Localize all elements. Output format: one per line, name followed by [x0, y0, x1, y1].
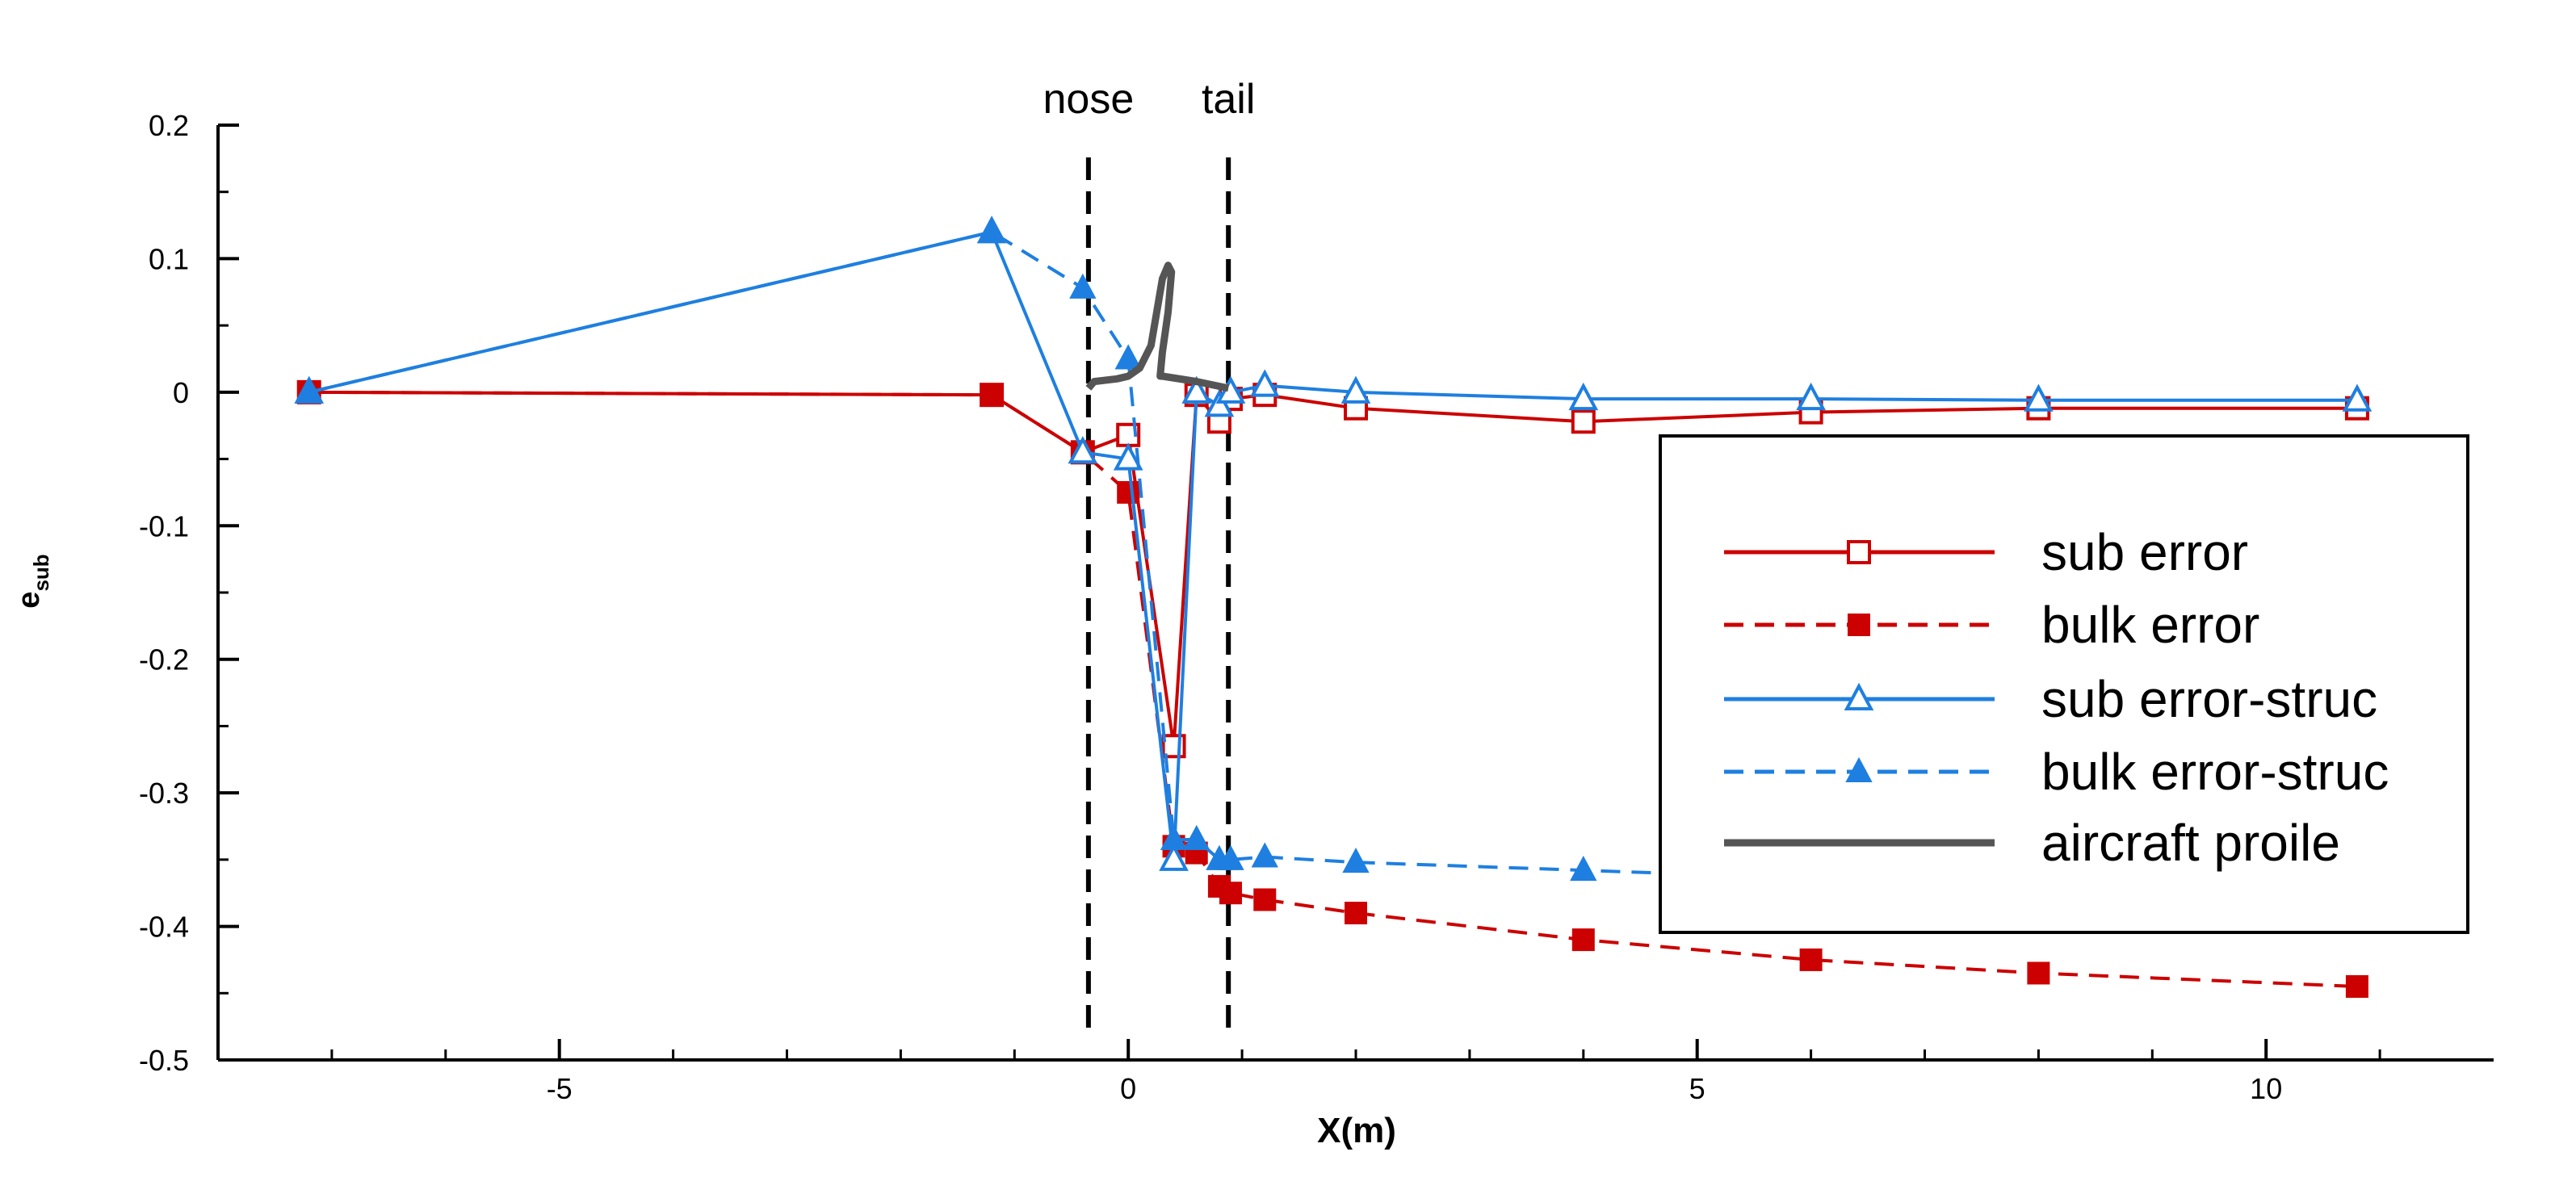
y-tick-label: -0.5 — [139, 1044, 189, 1077]
y-tick-label: -0.1 — [139, 509, 189, 542]
bulk-error-struc-point — [1069, 273, 1097, 299]
reference-lines: nose tail — [1043, 76, 1255, 1037]
y-axis-title: esub — [12, 554, 53, 608]
legend-sub-error-label: sub error — [2041, 523, 2248, 581]
y-axis-title-main: e — [12, 592, 46, 609]
bulk-error-struc-point — [1251, 842, 1278, 868]
bulk-error-point — [1253, 888, 1277, 911]
y-tick-label: 0.2 — [149, 109, 189, 142]
bulk-error-point — [2027, 961, 2050, 985]
legend-sub-error-struc-label: sub error-struc — [2041, 670, 2377, 728]
bulk-error-point — [980, 383, 1004, 407]
legend-bulk-error-label: bulk error — [2041, 596, 2259, 654]
y-tick-label: 0 — [173, 376, 189, 409]
legend-box — [1659, 434, 2469, 934]
y-tick-label: -0.2 — [139, 643, 189, 676]
sub-error-struc-point — [1796, 382, 1826, 411]
bulk-error-point — [2345, 975, 2368, 999]
x-tick-label: -5 — [547, 1072, 573, 1105]
bulk-error-point — [1117, 480, 1140, 504]
bulk-error-struc-point — [1160, 824, 1188, 851]
sub-error-struc-point — [1204, 389, 1235, 417]
bulk-error-struc-point — [296, 377, 323, 403]
legend: sub error bulk error sub error-struc bulk e… — [1659, 434, 2469, 934]
bulk-error-point — [1571, 928, 1595, 952]
bulk-error-struc-point — [1217, 844, 1244, 870]
bulk-error-struc-point — [1342, 848, 1370, 873]
y-tick-label: -0.4 — [139, 911, 189, 944]
legend-aircraft-proile-label: aircraft proile — [2041, 814, 2340, 872]
x-axis-title: X(m) — [1317, 1111, 1396, 1150]
x-tick-label: 10 — [2250, 1072, 2282, 1105]
sub-error-struc-point — [2024, 383, 2054, 412]
aircraft-proile-line — [1085, 262, 1230, 392]
axes: 0.20.10-0.1-0.2-0.3-0.4-0.5-5 0 5 10X(m)esu… — [12, 109, 2494, 1150]
sub-error-struc-point — [1159, 843, 1189, 871]
sub-error-struc-point — [1113, 442, 1143, 471]
sub-error-struc-point — [2342, 383, 2373, 412]
bulk-error-struc-point — [1183, 824, 1210, 851]
bulk-error-point — [1799, 948, 1823, 971]
bulk-error-point — [1345, 902, 1367, 925]
aircraft-proile-series — [1085, 262, 1230, 392]
bulk-error-point — [1219, 882, 1243, 905]
legend-sub-error-marker — [1847, 540, 1871, 564]
legend-bulk-error-struc-label: bulk error-struc — [2041, 743, 2389, 801]
sub-error-struc-point — [1340, 375, 1371, 404]
y-axis-title-subscript: sub — [29, 554, 53, 591]
sub-error-point — [1571, 409, 1596, 434]
tail-label: tail — [1202, 76, 1255, 123]
legend-bulk-error-marker — [1848, 614, 1870, 636]
y-tick-label: -0.3 — [139, 777, 189, 810]
sub-error-struc-point — [1068, 436, 1098, 464]
legend-sub-error-struc-marker — [1844, 682, 1874, 710]
y-tick-label: 0.1 — [149, 242, 189, 275]
sub-error-struc-point — [1181, 375, 1212, 404]
legend-bulk-error-struc-marker — [1845, 756, 1873, 782]
x-tick-label: 0 — [1120, 1072, 1136, 1105]
bulk-error-struc-point — [978, 217, 1005, 243]
bulk-error-struc-point — [1114, 344, 1142, 370]
sub-error-struc-point — [1249, 369, 1280, 397]
nose-label: nose — [1043, 76, 1135, 123]
sub-error-struc-point — [1568, 382, 1599, 411]
x-tick-label: 5 — [1689, 1072, 1705, 1105]
bulk-error-struc-point — [1570, 855, 1597, 882]
